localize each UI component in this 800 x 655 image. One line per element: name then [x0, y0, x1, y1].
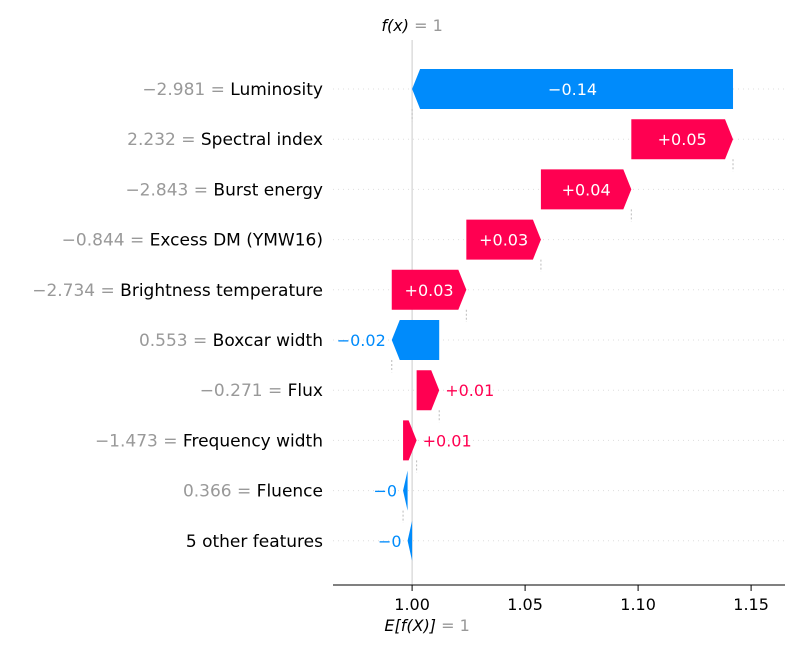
feature-value: −2.981 = [142, 80, 230, 100]
feature-name: Spectral index [201, 130, 323, 150]
feature-name: Flux [288, 381, 323, 401]
x-tick-label: 1.00 [394, 595, 430, 614]
fx-symbol: f(x) [381, 16, 409, 35]
x-tick-label: 1.15 [733, 595, 769, 614]
bar-negative [403, 470, 408, 511]
feature-label: 0.366 = Fluence [183, 482, 323, 502]
bar-positive [631, 119, 734, 160]
bar-positive [391, 269, 467, 310]
feature-name: Excess DM (YMW16) [150, 231, 323, 251]
bar-label: +0.05 [658, 130, 707, 149]
feature-value: −1.473 = [95, 431, 183, 451]
bar-positive [416, 370, 440, 411]
bar-positive [403, 420, 417, 461]
feature-value: −2.843 = [125, 180, 213, 200]
feature-name: Boxcar width [213, 331, 323, 351]
feature-name: Fluence [257, 482, 323, 502]
bar-label: −0.02 [337, 331, 386, 350]
bar-label: −0 [378, 532, 402, 551]
feature-value: 0.366 = [183, 482, 257, 502]
bar-label: +0.03 [405, 281, 454, 300]
feature-label: 5 other features [186, 532, 323, 552]
expected-value: = 1 [436, 616, 470, 635]
feature-label: −1.473 = Frequency width [95, 431, 323, 451]
bar-label: +0.04 [562, 180, 611, 199]
x-tick-label: 1.10 [620, 595, 656, 614]
feature-name: Burst energy [213, 180, 323, 200]
bar-negative [412, 69, 734, 109]
bar-positive [466, 219, 541, 260]
feature-label: −0.271 = Flux [200, 381, 323, 401]
feature-name: Brightness temperature [120, 281, 323, 301]
feature-label: −2.981 = Luminosity [142, 80, 323, 100]
feature-value: 2.232 = [127, 130, 201, 150]
feature-name: Frequency width [183, 431, 323, 451]
feature-label: −2.734 = Brightness temperature [32, 281, 323, 301]
fx-label: f(x) = 1 [381, 16, 442, 35]
bar-negative [391, 320, 440, 360]
fx-value: = 1 [409, 16, 443, 35]
bar-negative [407, 520, 413, 561]
bar-label: +0.03 [479, 231, 528, 250]
expected-label: E[f(X)] = 1 [384, 616, 469, 635]
feature-name: Luminosity [230, 80, 323, 100]
feature-label: 2.232 = Spectral index [127, 130, 323, 150]
bar-label: −0 [373, 482, 397, 501]
feature-value: 0.553 = [139, 331, 213, 351]
feature-label: −0.844 = Excess DM (YMW16) [62, 231, 323, 251]
feature-name: 5 other features [186, 532, 323, 552]
feature-value: −0.844 = [62, 231, 150, 251]
expected-symbol: E[f(X)] [384, 616, 436, 635]
bar-label: +0.01 [423, 431, 472, 450]
bar-label: −0.14 [548, 80, 597, 99]
x-tick-label: 1.05 [507, 595, 543, 614]
bar-positive [540, 169, 632, 210]
feature-value: −2.734 = [32, 281, 120, 301]
feature-label: 0.553 = Boxcar width [139, 331, 323, 351]
bar-label: +0.01 [445, 381, 494, 400]
feature-label: −2.843 = Burst energy [125, 180, 323, 200]
feature-value: −0.271 = [200, 381, 288, 401]
